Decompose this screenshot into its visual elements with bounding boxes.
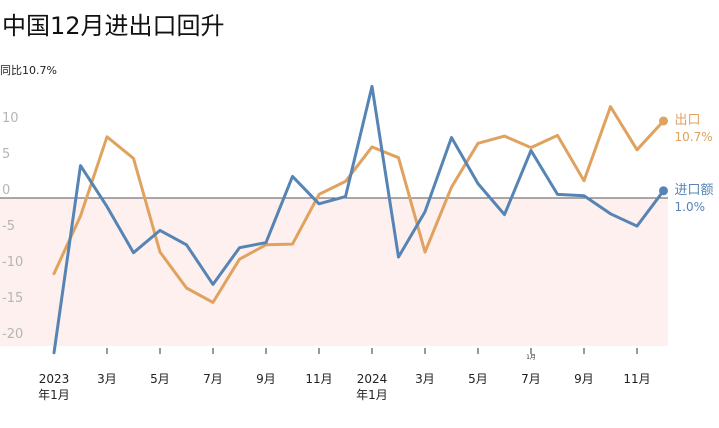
- y-tick-label: 5: [2, 147, 10, 162]
- y-tick-label: 0: [2, 183, 10, 198]
- series-line-import: [52, 84, 665, 355]
- series-line-export: [52, 105, 665, 304]
- x-tick-label: 7月: [203, 372, 223, 386]
- chart-title: 中国12月进出口回升: [2, 12, 225, 40]
- series-name-label-export: 出口: [675, 113, 701, 128]
- annotation: 1月: [526, 354, 536, 361]
- x-tick-label: 11月: [623, 372, 650, 386]
- x-tick-label: 11月: [305, 372, 332, 386]
- x-tick-label: 3月: [415, 372, 435, 386]
- y-tick-label: 10: [2, 111, 19, 126]
- y-tick-label: -5: [2, 219, 15, 234]
- x-tick-label: 5月: [150, 372, 170, 386]
- series-value-label-export: 10.7%: [675, 130, 713, 144]
- series-value-label-import: 1.0%: [675, 200, 706, 214]
- y-axis-label: 同比10.7%: [0, 64, 57, 77]
- series-name-label-import: 进口额: [675, 183, 714, 198]
- x-tick-label-year: 年1月: [38, 388, 70, 402]
- y-tick-label: -15: [2, 291, 23, 306]
- x-tick-label: 5月: [468, 372, 488, 386]
- x-tick-label: 2024: [357, 372, 388, 386]
- series-end-dot-export: [659, 116, 668, 126]
- series-end-dot-import: [659, 186, 668, 196]
- x-tick-label: 7月: [521, 372, 541, 386]
- y-tick-label: -20: [2, 327, 23, 342]
- x-tick-label: 9月: [574, 372, 594, 386]
- x-tick-label: 3月: [97, 372, 117, 386]
- x-tick-label: 2023: [39, 372, 70, 386]
- y-tick-label: -10: [2, 255, 23, 270]
- negative-zone: [0, 198, 668, 346]
- x-tick-label: 9月: [256, 372, 276, 386]
- x-tick-label-year: 年1月: [356, 388, 388, 402]
